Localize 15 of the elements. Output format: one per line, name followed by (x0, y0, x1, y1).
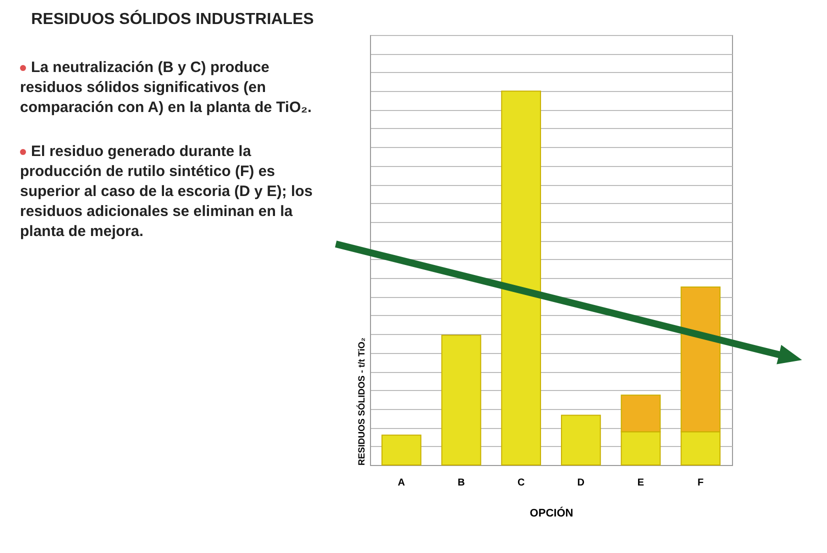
x-tick-label: C (517, 478, 525, 488)
x-tick-label: A (398, 478, 406, 488)
bar (381, 434, 422, 466)
x-tick-label: D (577, 478, 585, 488)
y-axis-title: RESIDUOS SÓLIDOS - t/t TiO₂ (356, 338, 366, 466)
x-tick-label: E (637, 478, 644, 488)
text: El residuo generado durante la producción de rutilo sintético (F) es superior al caso de la escoria (D y E); los residuos adicionales se eliminan en la planta de mejora. (20, 142, 314, 242)
bar (441, 334, 482, 466)
x-axis-title: OPCIÓN (530, 506, 574, 520)
text: RESIDUOS SÓLIDOS INDUSTRIALES (30, 10, 315, 30)
x-tick-label: F (698, 478, 704, 488)
text: La neutralización (B y C) produce residuos sólidos significativos (en comparación con A) en la planta de TiO₂. (20, 58, 313, 118)
bar (501, 90, 542, 466)
bar (560, 414, 601, 466)
x-tick-label: B (458, 478, 465, 488)
